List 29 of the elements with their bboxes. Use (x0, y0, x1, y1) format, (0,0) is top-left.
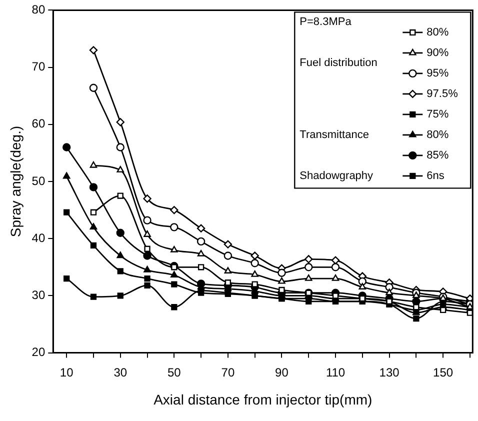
y-tick-label: 30 (32, 288, 46, 302)
legend-label: 80% (426, 26, 449, 38)
y-tick-label: 60 (32, 116, 46, 131)
annotation: Fuel distribution (300, 57, 378, 70)
y-axis-title: Spray angle(deg.) (7, 126, 24, 238)
legend-label: 80% (426, 128, 449, 141)
y-tick-label: 20 (32, 345, 46, 360)
x-axis-title: Axial distance from injector tip(mm) (154, 391, 372, 408)
x-tick-label: 150 (433, 365, 454, 380)
y-tick-label: 80 (32, 2, 46, 17)
legend-label: 95% (426, 67, 449, 80)
y-tick-label: 40 (32, 230, 46, 245)
x-tick-label: 70 (221, 365, 235, 380)
legend-label: 75% (426, 108, 449, 120)
annotation: Transmittance (300, 128, 369, 141)
x-tick-label: 50 (167, 365, 182, 380)
x-tick-label: 110 (326, 365, 346, 380)
x-tick-label: 90 (275, 365, 289, 380)
x-tick-label: 30 (114, 365, 128, 380)
y-tick-label: 50 (32, 174, 46, 188)
annotation: Shadowgraphy (300, 170, 374, 182)
legend-label: 85% (426, 149, 449, 162)
legend-label: 90% (426, 46, 449, 59)
x-tick-label: 10 (60, 365, 74, 380)
x-tick-label: 130 (379, 365, 400, 380)
legend-label: 97.5% (426, 88, 458, 100)
annotation: P=8.3MPa (300, 16, 352, 28)
y-tick-label: 70 (32, 60, 46, 74)
legend-label: 6ns (426, 170, 445, 182)
